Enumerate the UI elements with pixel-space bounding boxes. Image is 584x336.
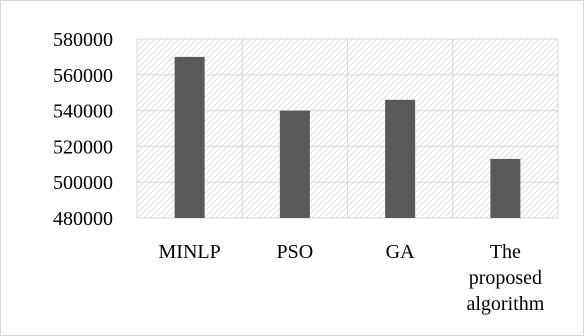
gridlines: [136, 38, 559, 219]
x-category-label-line: PSO: [277, 241, 314, 263]
bars: [174, 56, 521, 219]
bar: [174, 56, 205, 219]
x-category-label-line: GA: [386, 241, 415, 263]
bar: [490, 158, 521, 218]
y-axis: 480000 500000 520000 540000 560000 580000: [53, 29, 113, 230]
bar: [385, 99, 416, 218]
x-category-label: MINLP: [159, 241, 221, 263]
y-tick-label: 580000: [53, 29, 113, 51]
x-category-label-line: algorithm: [466, 293, 544, 315]
y-tick-label: 540000: [53, 101, 113, 123]
y-tick-label: 520000: [53, 136, 113, 158]
y-tick-label: 480000: [53, 208, 113, 230]
x-axis: MINLP PSO GA The proposed algorithm: [159, 241, 545, 315]
x-category-label: The proposed algorithm: [466, 241, 544, 315]
bar: [279, 110, 310, 218]
y-tick-label: 500000: [53, 172, 113, 194]
x-category-label-line: MINLP: [159, 241, 221, 263]
y-tick-label: 560000: [53, 65, 113, 87]
x-category-label: GA: [386, 241, 415, 263]
x-category-label-line: The: [490, 241, 521, 263]
x-category-label-line: proposed: [469, 267, 542, 289]
x-category-label: PSO: [277, 241, 314, 263]
